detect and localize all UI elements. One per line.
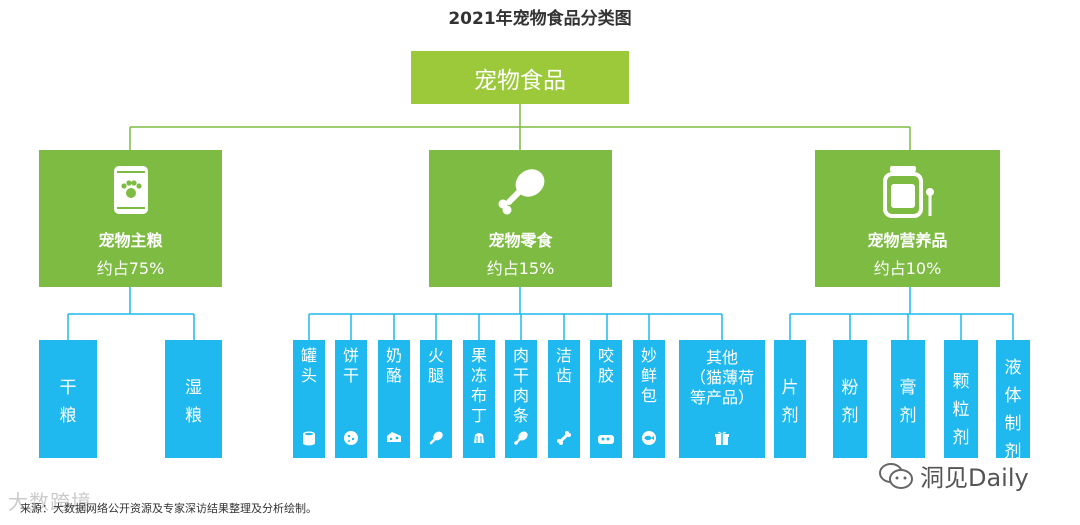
category-share: 约占15%: [486, 259, 555, 278]
leaf-jelly-pudding: 果 冻 布 丁: [463, 340, 495, 458]
watermark-text: 洞见Daily: [920, 464, 1029, 492]
leaf-label: 液 体 制 剂: [1004, 358, 1022, 462]
leaf-biscuit: 饼 干: [335, 340, 367, 458]
drumstick-icon: [493, 164, 549, 224]
root-node: 宠物食品: [411, 51, 629, 104]
leaf-dry-food: 干 粮: [39, 340, 97, 458]
leaf-label: 片 剂: [781, 378, 799, 426]
ham-icon: [428, 430, 444, 450]
leaf-other: 其他 （猫薄荷 等产品）: [679, 340, 765, 458]
leaf-label: 湿 粮: [185, 378, 202, 426]
watermark-left: 大数跨境: [8, 490, 92, 514]
category-share: 约占10%: [873, 259, 942, 278]
can-icon: [301, 430, 317, 450]
category-share: 约占75%: [96, 259, 165, 278]
wechat-icon: [878, 461, 914, 491]
leaf-granule: 颗 粒 剂: [944, 340, 978, 458]
bone-icon: [556, 430, 572, 450]
cheese-icon: [386, 430, 402, 450]
gift-icon: [714, 430, 730, 450]
leaf-tablet: 片 剂: [774, 340, 806, 458]
leaf-label: 粉 剂: [841, 378, 859, 426]
leaf-label: 罐 头: [300, 346, 317, 385]
jelly-icon: [471, 430, 487, 450]
meat-stick-icon: [513, 430, 529, 450]
leaf-label: 妙 鲜 包: [640, 346, 657, 405]
leaf-ham: 火 腿: [420, 340, 452, 458]
category-name: 宠物主粮: [98, 231, 163, 250]
leaf-cheese: 奶 酪: [378, 340, 410, 458]
leaf-chew: 咬 胶: [590, 340, 622, 458]
category-staple: 宠物主粮 约占75%: [39, 150, 222, 287]
leaf-label: 奶 酪: [385, 346, 402, 385]
leaf-canned: 罐 头: [293, 340, 325, 458]
food-bag-icon: [110, 164, 152, 220]
leaf-wet-food: 湿 粮: [165, 340, 222, 458]
chart-title: 2021年宠物食品分类图: [448, 9, 632, 29]
leaf-dental: 洁 齿: [548, 340, 580, 458]
category-name: 宠物营养品: [867, 231, 948, 250]
leaf-label: 肉 干 肉 条: [512, 346, 529, 425]
leaf-label: 膏 剂: [899, 378, 917, 426]
biscuit-icon: [343, 430, 359, 450]
leaf-powder: 粉 剂: [833, 340, 867, 458]
category-snacks: 宠物零食 约占15%: [429, 150, 612, 287]
leaf-label: 干 粮: [59, 378, 77, 426]
jar-spoon-icon: [878, 164, 938, 222]
category-supplements: 宠物营养品 约占10%: [815, 150, 1000, 287]
fish-icon: [641, 430, 657, 450]
source-note: 来源：大数据网络公开资源及专家深访结果整理及分析绘制。: [20, 502, 317, 515]
leaf-label: 果 冻 布 丁: [470, 346, 487, 425]
leaf-label: 饼 干: [342, 346, 359, 385]
leaf-label: 颗 粒 剂: [952, 372, 970, 448]
leaf-label: 其他 （猫薄荷 等产品）: [689, 348, 754, 407]
leaf-fresh-pack: 妙 鲜 包: [633, 340, 665, 458]
leaf-paste: 膏 剂: [891, 340, 925, 458]
leaf-label: 咬 胶: [597, 346, 614, 385]
leaf-liquid: 液 体 制 剂: [996, 340, 1030, 462]
chew-icon: [597, 431, 615, 450]
watermark-right: 洞见Daily: [878, 458, 1029, 493]
category-name: 宠物零食: [488, 231, 553, 250]
leaf-label: 火 腿: [427, 346, 444, 385]
leaf-jerky: 肉 干 肉 条: [505, 340, 537, 458]
leaf-label: 洁 齿: [555, 346, 572, 385]
